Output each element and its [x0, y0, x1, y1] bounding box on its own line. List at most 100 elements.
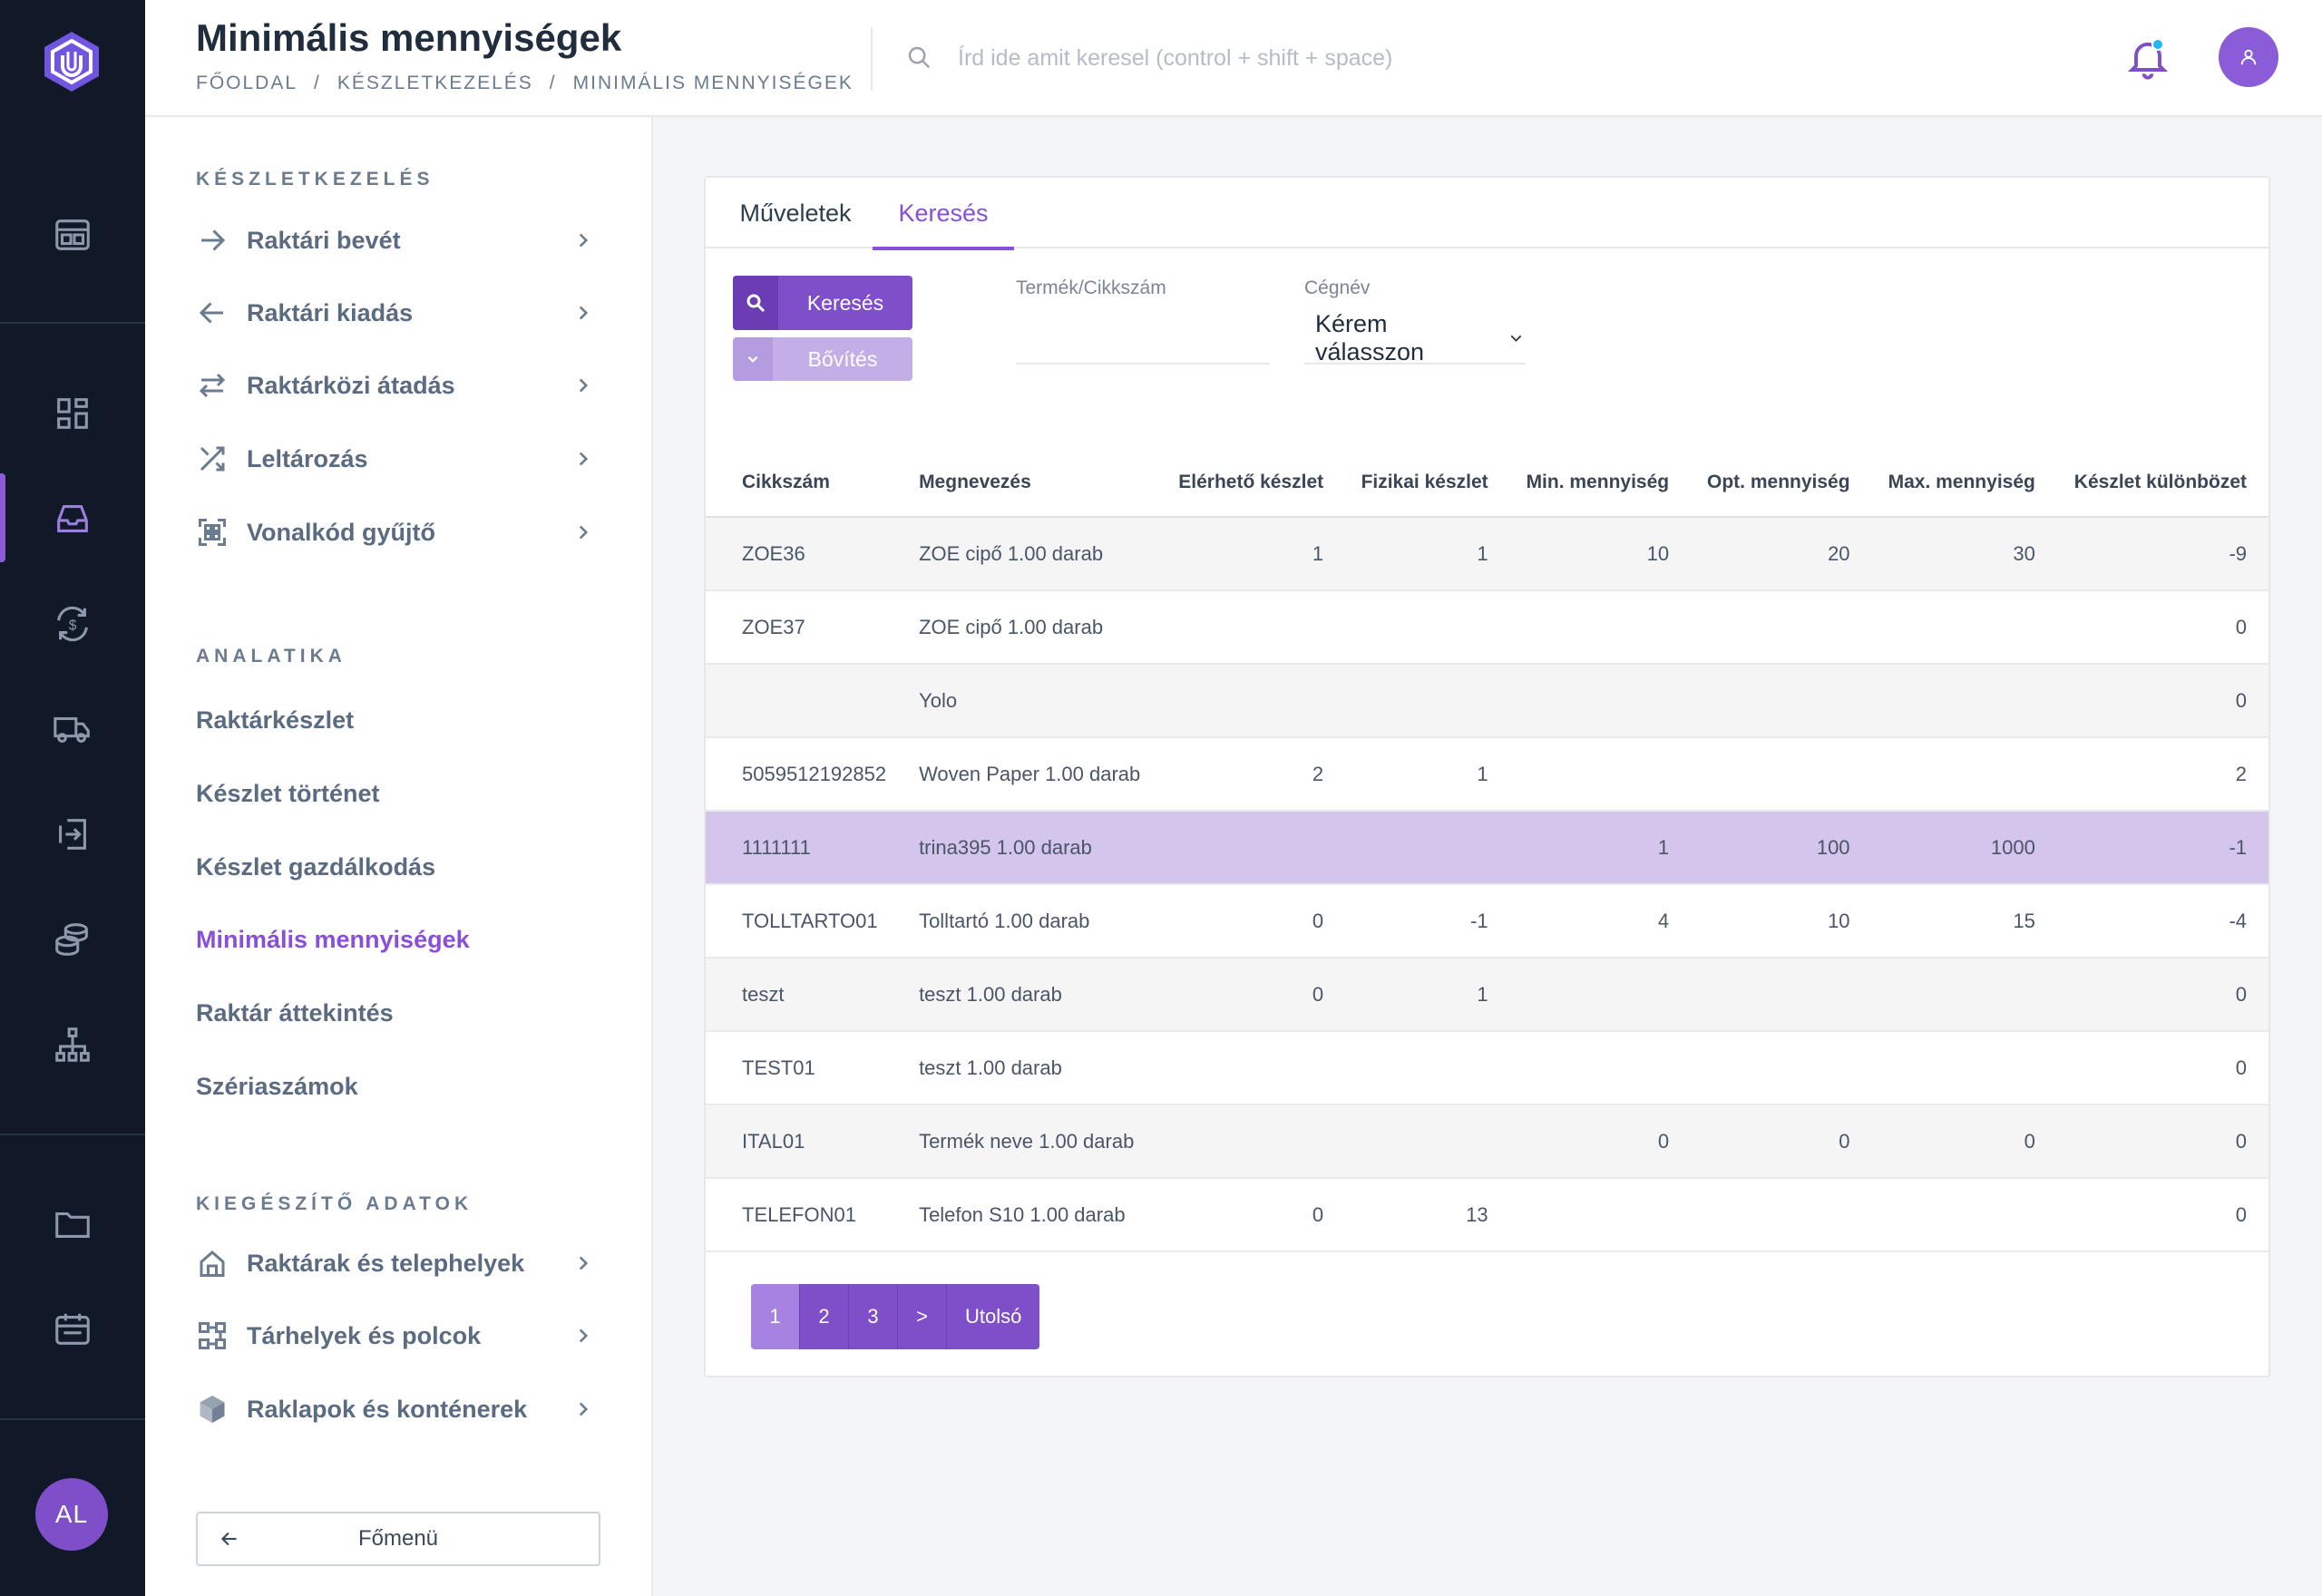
- table-cell: [1509, 664, 1692, 738]
- table-cell: ZOE cipő 1.00 darab: [908, 590, 1163, 665]
- next-page-button[interactable]: >: [898, 1284, 947, 1349]
- last-page-button[interactable]: Utolsó: [947, 1284, 1040, 1349]
- global-search-input[interactable]: [958, 36, 1593, 80]
- table-row[interactable]: TELEFON01 Telefon S10 1.00 darab 0 13 0: [706, 1178, 2268, 1252]
- table-cell: [1345, 1105, 1510, 1179]
- table-cell: 5059512192852: [706, 737, 909, 812]
- coins-icon[interactable]: [36, 903, 109, 976]
- table-cell: Termék neve 1.00 darab: [908, 1105, 1163, 1179]
- sidebar-item-leltarozas[interactable]: Leltározás: [196, 432, 595, 486]
- truck-icon[interactable]: [36, 693, 109, 765]
- expand-button[interactable]: Bővítés: [733, 337, 912, 381]
- table-cell: ITAL01: [706, 1105, 909, 1179]
- table-cell: [1509, 590, 1692, 665]
- search-button[interactable]: Keresés: [733, 276, 912, 330]
- sidebar-link-keszlet-gazdalkodas[interactable]: Készlet gazdálkodás: [196, 852, 436, 881]
- column-header-min-mennyiseg[interactable]: Min. mennyiség: [1509, 448, 1692, 518]
- page-1-button[interactable]: 1: [751, 1284, 800, 1349]
- dashboard-icon[interactable]: [36, 199, 109, 271]
- company-select[interactable]: Kérem válasszon: [1304, 310, 1526, 365]
- table-cell: [1871, 737, 2057, 812]
- sidebar-item-raklapok-es-kontenerek[interactable]: Raklapok és konténerek: [196, 1382, 595, 1436]
- icon-rail: $ AL: [0, 0, 145, 1596]
- sidebar-item-tarhelyek-es-polcok[interactable]: Tárhelyek és polcok: [196, 1309, 595, 1363]
- table-cell: [1345, 664, 1510, 738]
- sidebar-link-sziriaszamok[interactable]: Szériaszámok: [196, 1072, 358, 1100]
- table-cell: [1691, 1178, 1872, 1252]
- sidebar-item-label: Vonalkód gyűjtő: [247, 518, 435, 546]
- shelves-icon: [199, 1322, 226, 1349]
- table-row[interactable]: ZOE36 ZOE cipő 1.00 darab 1 1 10 20 30 -9: [706, 517, 2268, 591]
- folder-icon[interactable]: [36, 1188, 109, 1260]
- tab-kereses[interactable]: Keresés: [873, 178, 1014, 250]
- table-cell: 15: [1871, 884, 2057, 959]
- sidebar-item-label: Raktárközi átadás: [247, 371, 455, 399]
- arrow-right-icon: [201, 229, 226, 251]
- table-cell: 0: [1509, 1105, 1692, 1179]
- table-cell: TOLLTARTO01: [706, 884, 909, 959]
- sidebar-link-raktar-attekintes[interactable]: Raktár áttekintés: [196, 998, 394, 1027]
- sidebar-link-raktarkeszlet[interactable]: Raktárkészlet: [196, 706, 355, 734]
- profile-avatar[interactable]: [2219, 27, 2278, 87]
- table-cell: 1: [1509, 811, 1692, 885]
- table-cell: 0: [2056, 1178, 2268, 1252]
- table-row[interactable]: TOLLTARTO01 Tolltartó 1.00 darab 0 -1 4 10 15-…: [706, 884, 2268, 959]
- apps-grid-icon[interactable]: [36, 377, 109, 450]
- top-header: Minimális mennyiségek FŐOLDAL / KÉSZLETK…: [145, 0, 2322, 117]
- column-header-fizikai-keszlet[interactable]: Fizikai készlet: [1345, 448, 1510, 518]
- column-header-elerheto-keszlet[interactable]: Elérhető készlet: [1162, 448, 1346, 518]
- sidebar-link-keszlet-tortenet[interactable]: Készlet történet: [196, 779, 380, 807]
- import-icon[interactable]: [36, 798, 109, 871]
- sidebar-item-raktarkozi-atadas[interactable]: Raktárközi átadás: [196, 358, 595, 413]
- currency-exchange-icon[interactable]: $: [36, 588, 109, 660]
- chevron-right-icon: [579, 378, 589, 393]
- sidebar-item-raktari-kiadas[interactable]: Raktári kiadás: [196, 286, 595, 340]
- table-cell: 0: [2056, 1105, 2268, 1179]
- page-2-button[interactable]: 2: [800, 1284, 849, 1349]
- chevron-right-icon: [579, 452, 589, 466]
- table-row[interactable]: TEST01 teszt 1.00 darab 0: [706, 1031, 2268, 1105]
- sidebar-item-raktari-bevet[interactable]: Raktári bevét: [196, 213, 595, 268]
- tab-muveletek[interactable]: Műveletek: [739, 199, 852, 227]
- transfer-icon: [199, 373, 226, 398]
- table-cell: -9: [2056, 517, 2268, 591]
- table-row[interactable]: Yolo 0: [706, 664, 2268, 738]
- table-cell: teszt 1.00 darab: [908, 958, 1163, 1032]
- calendar-icon[interactable]: [36, 1293, 109, 1366]
- table-cell: [1691, 664, 1872, 738]
- bell-icon[interactable]: [2124, 34, 2171, 82]
- sidebar-link-minimalis-mennyisegek[interactable]: Minimális mennyiségek: [196, 925, 470, 953]
- app-logo[interactable]: [42, 30, 102, 93]
- table-row[interactable]: 5059512192852 Woven Paper 1.00 darab 2 1 2: [706, 737, 2268, 812]
- search-icon: [908, 46, 931, 69]
- table-cell: 1111111: [706, 811, 909, 885]
- column-header-keszlet-kulonbozet[interactable]: Készlet különbözet: [2056, 448, 2268, 518]
- table-cell: Woven Paper 1.00 darab: [908, 737, 1163, 812]
- user-avatar[interactable]: AL: [35, 1478, 108, 1551]
- min-quantities-table: Cikkszám Megnevezés Elérhető készlet Fiz…: [706, 448, 2268, 1252]
- sitemap-icon[interactable]: [36, 1008, 109, 1081]
- table-row[interactable]: ITAL01 Termék neve 1.00 darab 0 0 0 0: [706, 1105, 2268, 1179]
- table-cell: [1691, 590, 1872, 665]
- main-menu-button[interactable]: Főmenü: [196, 1512, 600, 1566]
- sidebar-item-vonalkod-gyujto[interactable]: Vonalkód gyűjtő: [196, 505, 595, 560]
- column-header-max-mennyiseg[interactable]: Max. mennyiség: [1871, 448, 2057, 518]
- table-cell: 10: [1509, 517, 1692, 591]
- column-header-megnevezes[interactable]: Megnevezés: [908, 448, 1163, 518]
- breadcrumb-inventory[interactable]: KÉSZLETKEZELÉS: [337, 73, 533, 93]
- page-3-button[interactable]: 3: [849, 1284, 898, 1349]
- column-header-opt-mennyiseg[interactable]: Opt. mennyiség: [1691, 448, 1872, 518]
- breadcrumb-home[interactable]: FŐOLDAL: [196, 73, 298, 93]
- page-title: Minimális mennyiségek: [196, 16, 622, 59]
- table-cell: [1691, 1031, 1872, 1105]
- sidebar-item-raktarak-es-telephelyek[interactable]: Raktárak és telephelyek: [196, 1236, 595, 1290]
- table-row[interactable]: 1111111 trina395 1.00 darab 1 100 1000 -1: [706, 811, 2268, 885]
- table-row[interactable]: ZOE37 ZOE cipő 1.00 darab 0: [706, 590, 2268, 665]
- arrow-left-icon: [199, 302, 223, 324]
- column-header-cikkszam[interactable]: Cikkszám: [706, 448, 909, 518]
- inbox-icon[interactable]: [36, 482, 109, 555]
- product-filter-input[interactable]: [1016, 314, 1270, 365]
- table-cell: TELEFON01: [706, 1178, 909, 1252]
- table-cell: 0: [2056, 958, 2268, 1032]
- table-row[interactable]: teszt teszt 1.00 darab 0 1 0: [706, 958, 2268, 1032]
